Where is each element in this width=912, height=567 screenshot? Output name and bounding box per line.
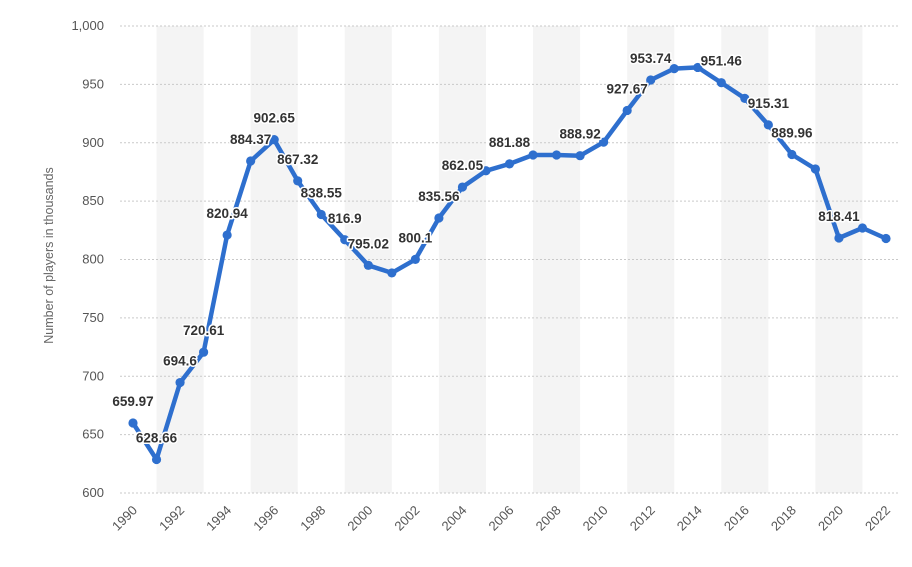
y-tick-label: 1,000 [71, 18, 104, 33]
x-tick-label: 1992 [156, 503, 187, 534]
data-label: 835.56 [418, 189, 460, 204]
y-tick-label: 800 [82, 252, 104, 267]
data-labels: 659.97 628.66 694.6 720.61 820.94 884.37 902.6… [111, 50, 862, 448]
data-label: 953.74 [630, 51, 672, 66]
data-label: 888.92 [559, 127, 600, 142]
y-tick-label: 850 [82, 193, 104, 208]
y-tick-label: 650 [82, 427, 104, 442]
data-label: 951.46 [701, 54, 743, 69]
data-point[interactable] [622, 105, 632, 116]
data-point[interactable] [575, 151, 585, 161]
y-tick-label: 750 [82, 310, 104, 325]
data-point[interactable] [316, 209, 326, 220]
data-point[interactable] [198, 347, 209, 357]
x-tick-label: 2008 [533, 503, 564, 534]
data-point[interactable] [410, 254, 420, 264]
y-axis-label: Number of players in thousands [42, 167, 56, 343]
data-point[interactable] [669, 64, 679, 74]
data-point[interactable] [787, 149, 797, 160]
data-point[interactable] [646, 75, 656, 85]
data-point[interactable] [504, 159, 515, 169]
data-label: 927.67 [607, 81, 648, 96]
data-label: 902.65 [254, 111, 296, 126]
background-band [815, 26, 863, 493]
data-point[interactable] [434, 213, 444, 223]
data-point[interactable] [528, 150, 538, 160]
data-point[interactable] [763, 120, 773, 130]
data-label: 720.61 [183, 323, 225, 338]
x-tick-label: 1990 [109, 503, 140, 534]
data-point[interactable] [551, 150, 562, 160]
data-label: 884.37 [230, 132, 271, 147]
y-tick-label: 700 [82, 368, 104, 383]
data-point[interactable] [599, 137, 609, 147]
data-point[interactable] [481, 166, 491, 176]
data-point[interactable] [222, 230, 232, 240]
data-point[interactable] [128, 418, 138, 428]
data-label: 862.05 [442, 158, 484, 173]
data-point[interactable] [269, 135, 279, 145]
data-point[interactable] [740, 93, 750, 103]
x-axis-ticks: 1990 1992 1994 1996 1998 2000 2002 2004 2006 2008… [109, 503, 893, 534]
background-band [438, 26, 486, 493]
x-tick-label: 1994 [203, 503, 234, 534]
data-label: 818.41 [818, 209, 860, 224]
x-tick-label: 1998 [297, 503, 328, 534]
x-tick-label: 2010 [580, 503, 611, 534]
data-point[interactable] [457, 182, 468, 192]
x-tick-label: 1996 [250, 503, 281, 534]
data-label: 915.31 [748, 96, 790, 111]
data-point[interactable] [363, 260, 373, 270]
x-tick-label: 2012 [627, 503, 658, 534]
data-point[interactable] [293, 176, 303, 186]
x-tick-label: 2004 [439, 503, 470, 534]
data-label: 816.9 [328, 211, 362, 226]
data-point[interactable] [387, 268, 397, 278]
y-tick-label: 900 [82, 135, 104, 150]
data-label: 795.02 [348, 236, 389, 251]
y-tick-label: 600 [82, 485, 104, 500]
data-label: 867.32 [277, 152, 318, 167]
data-point[interactable] [693, 62, 703, 73]
x-tick-label: 2022 [862, 503, 893, 534]
x-tick-label: 2018 [768, 503, 799, 534]
gridlines [120, 25, 900, 494]
data-point[interactable] [810, 164, 821, 174]
x-tick-label: 2002 [391, 503, 422, 534]
x-tick-label: 2020 [815, 503, 846, 534]
data-label: 881.88 [489, 135, 531, 150]
x-tick-label: 2014 [674, 503, 705, 534]
data-label: 800.1 [398, 230, 432, 245]
data-label: 838.55 [301, 185, 343, 200]
y-tick-label: 950 [82, 76, 104, 91]
data-point[interactable] [246, 156, 256, 166]
data-label: 659.97 [112, 394, 153, 409]
data-point[interactable] [340, 235, 350, 245]
data-label: 889.96 [771, 125, 813, 140]
x-tick-label: 2006 [486, 503, 517, 534]
x-tick-label: 2000 [344, 503, 375, 534]
y-axis-ticks: 600 650 700 750 800 850 900 950 1,000 [71, 18, 104, 500]
data-point[interactable] [857, 223, 868, 233]
data-point[interactable] [881, 233, 891, 244]
data-point[interactable] [834, 233, 844, 243]
data-point[interactable] [175, 377, 185, 388]
data-label: 820.94 [206, 206, 248, 221]
data-label: 628.66 [136, 431, 178, 446]
data-points [128, 62, 891, 465]
data-point[interactable] [151, 454, 162, 465]
data-label: 694.6 [163, 354, 197, 369]
data-point[interactable] [716, 78, 726, 88]
x-tick-label: 2016 [721, 503, 752, 534]
